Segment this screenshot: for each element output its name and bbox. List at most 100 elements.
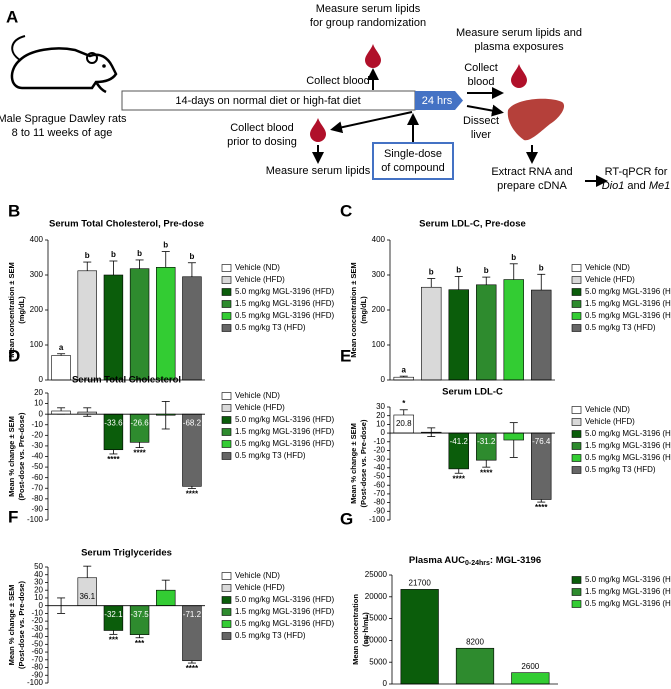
y-tick-label: 400 bbox=[30, 235, 44, 244]
data-label: -76.4 bbox=[532, 437, 551, 446]
y-tick-label: -40 bbox=[31, 452, 43, 461]
legend-label: Vehicle (ND) bbox=[235, 391, 280, 400]
legend-swatch bbox=[221, 312, 232, 320]
data-label: 2600 bbox=[521, 662, 539, 671]
data-label: -33.6 bbox=[104, 418, 123, 427]
significance-label: b bbox=[85, 251, 90, 260]
significance-label: b bbox=[456, 266, 461, 275]
y-axis-label: (Post-dose vs. Pre-dose) bbox=[17, 581, 26, 669]
bar bbox=[393, 376, 414, 381]
panel-letter: G bbox=[340, 509, 353, 528]
bar bbox=[455, 647, 495, 685]
legend-label: 1.5 mg/kg MGL-3196 (HFD) bbox=[235, 299, 334, 308]
legend-swatch bbox=[221, 264, 232, 272]
gene: Dio1 bbox=[602, 180, 625, 192]
step-text: Measure serum lipids bbox=[266, 165, 371, 177]
legend-label: 0.5 mg/kg T3 (HFD) bbox=[235, 631, 306, 640]
panel-a: A Male Sprague Dawley rats 8 to 11 weeks… bbox=[0, 3, 670, 192]
legend-swatch bbox=[221, 620, 232, 628]
legend-swatch bbox=[571, 600, 582, 608]
y-tick-label: 0 bbox=[39, 409, 44, 418]
y-tick-label: 0 bbox=[381, 428, 386, 437]
data-label: -41.2 bbox=[450, 437, 469, 446]
legend-swatch bbox=[221, 608, 232, 616]
significance-label: b bbox=[111, 250, 116, 259]
legend-swatch bbox=[571, 454, 582, 462]
legend-swatch bbox=[571, 576, 582, 584]
y-tick-label: 15000 bbox=[365, 614, 388, 623]
legend-label: 0.5 mg/kg MGL-3196 (HFD) bbox=[585, 311, 671, 320]
legend-swatch bbox=[221, 288, 232, 296]
y-tick-label: -10 bbox=[31, 420, 43, 429]
legend-swatch bbox=[221, 404, 232, 412]
legend-swatch bbox=[221, 324, 232, 332]
bar bbox=[51, 410, 71, 415]
legend-swatch bbox=[571, 406, 582, 414]
bar bbox=[77, 270, 97, 381]
legend-swatch bbox=[571, 288, 582, 296]
significance-label: a bbox=[402, 365, 407, 374]
data-label: 20.8 bbox=[396, 419, 412, 428]
step-text: Collect blood bbox=[230, 122, 294, 134]
significance-label: **** bbox=[186, 664, 199, 673]
data-label: -31.2 bbox=[477, 437, 496, 446]
y-axis-label: (Post-dose vs. Pre-dose) bbox=[359, 419, 368, 507]
bar bbox=[421, 286, 442, 381]
significance-label: * bbox=[402, 399, 406, 408]
panel-letter: A bbox=[6, 7, 18, 26]
y-tick-label: -10 bbox=[31, 609, 43, 618]
y-tick-label: -80 bbox=[373, 498, 385, 507]
legend-label: 0.5 mg/kg T3 (HFD) bbox=[585, 323, 656, 332]
panel-letter: D bbox=[8, 346, 20, 365]
title-part: Plasma AUC bbox=[409, 555, 465, 566]
rat-tail bbox=[11, 35, 26, 61]
legend-swatch bbox=[221, 428, 232, 436]
data-label: 21700 bbox=[409, 578, 432, 587]
y-axis-label: (mg/dL) bbox=[359, 296, 368, 324]
legend-label: 0.5 mg/kg MGL-3196 (HFD) bbox=[235, 619, 334, 628]
step-text: Extract RNA and bbox=[491, 166, 572, 178]
y-axis-label: Mean concentration bbox=[351, 594, 360, 665]
rat-label: Male Sprague Dawley rats bbox=[0, 113, 127, 125]
step-text: blood bbox=[468, 76, 495, 88]
significance-label: **** bbox=[133, 449, 146, 458]
y-tick-label: -50 bbox=[373, 472, 385, 481]
y-tick-label: -20 bbox=[373, 446, 385, 455]
y-tick-label: -10 bbox=[373, 437, 385, 446]
step-text: and bbox=[627, 180, 645, 192]
data-label: -32.1 bbox=[104, 610, 123, 619]
dose-box bbox=[372, 142, 454, 180]
significance-label: b bbox=[163, 241, 168, 250]
legend-swatch bbox=[221, 392, 232, 400]
legend-swatch bbox=[571, 300, 582, 308]
y-tick-label: 30 bbox=[376, 402, 385, 411]
y-tick-label: 30 bbox=[34, 578, 43, 587]
step-text: Collect blood bbox=[306, 75, 370, 87]
legend-label: 5.0 mg/kg MGL-3196 (HFD) bbox=[585, 575, 671, 584]
significance-label: b bbox=[137, 249, 142, 258]
legend-label: 5.0 mg/kg MGL-3196 (HFD) bbox=[235, 415, 334, 424]
significance-label: **** bbox=[186, 490, 199, 499]
y-tick-label: 400 bbox=[372, 235, 386, 244]
step-text: Measure serum lipids and bbox=[456, 27, 582, 39]
legend-label: 1.5 mg/kg MGL-3196 (HFD) bbox=[235, 427, 334, 436]
legend-swatch bbox=[571, 588, 582, 596]
bar bbox=[511, 672, 550, 685]
y-tick-label: 0 bbox=[383, 679, 388, 688]
y-tick-label: -90 bbox=[373, 506, 385, 515]
y-tick-label: -20 bbox=[31, 616, 43, 625]
bar bbox=[51, 355, 71, 381]
legend-label: 5.0 mg/kg MGL-3196 (HFD) bbox=[585, 429, 671, 438]
step-text: liver bbox=[471, 129, 492, 141]
blood-drop bbox=[365, 44, 381, 68]
chart-title: Serum Triglycerides bbox=[81, 548, 172, 559]
timeline-label: 14-days on normal diet or high-fat diet bbox=[175, 95, 360, 107]
legend-swatch bbox=[221, 452, 232, 460]
chart-title: Serum LDL-C, Pre-dose bbox=[419, 219, 526, 230]
y-axis-label: (mg/dL) bbox=[17, 296, 26, 324]
rat-label: 8 to 11 weeks of age bbox=[12, 127, 113, 139]
y-axis-label: Mean % change ± SEM bbox=[7, 585, 16, 666]
step-text: prior to dosing bbox=[227, 136, 297, 148]
y-tick-label: 0 bbox=[39, 375, 44, 384]
